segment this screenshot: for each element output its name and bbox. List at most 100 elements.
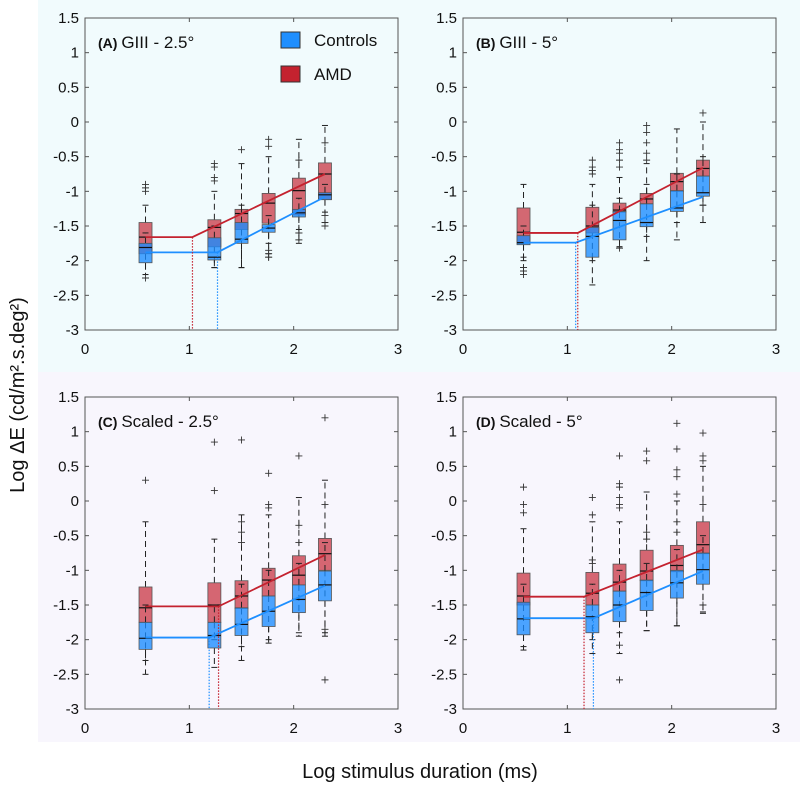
outlier-marker (265, 142, 273, 150)
plot-frame (462, 396, 777, 710)
y-tick-label: -1 (444, 562, 457, 579)
x-tick-label: 1 (563, 341, 571, 358)
panel-a: 1.510.50-0.5-1-1.5-2-2.5-30 1 2 3(A) GIII -… (53, 10, 402, 358)
y-tick-label: -0.5 (431, 528, 457, 545)
outlier-marker (699, 500, 707, 508)
outlier-marker (673, 473, 681, 481)
y-tick-label: 0 (71, 493, 79, 510)
panel-letter: (D) (476, 414, 499, 430)
x-tick-label: 2 (667, 720, 675, 737)
x-tick-label: 0 (81, 720, 89, 737)
panel-title: (C) Scaled - 2.5° (98, 412, 219, 431)
outlier-marker (673, 419, 681, 427)
panel-subtitle: GIII - 2.5° (121, 33, 194, 52)
box-iqr (516, 235, 531, 246)
outlier-marker (699, 201, 707, 209)
outlier-marker (321, 222, 329, 230)
outlier-marker (142, 187, 150, 195)
outlier-marker (295, 521, 303, 529)
controls-box (669, 173, 684, 241)
outlier-marker (643, 528, 651, 536)
y-tick-label: 0.5 (436, 79, 457, 96)
outlier-marker (643, 139, 651, 147)
legend-label-controls: Controls (314, 31, 377, 50)
outlier-marker (616, 676, 623, 684)
outlier-marker (699, 109, 707, 117)
outlier-marker (588, 511, 596, 519)
outlier-marker (643, 447, 651, 455)
panel-title: (A) GIII - 2.5° (98, 33, 194, 52)
panel-letter: (A) (98, 35, 121, 51)
y-tick-label: 1.5 (436, 389, 457, 406)
y-tick-label: -0.5 (53, 149, 79, 166)
y-tick-label: -3 (66, 322, 79, 339)
outlier-marker (699, 429, 707, 437)
outlier-marker (643, 128, 651, 136)
outlier-marker (295, 236, 303, 244)
box-iqr (291, 584, 306, 614)
outlier-marker (616, 483, 623, 491)
outlier-marker (265, 469, 273, 477)
plot-frame (462, 17, 777, 331)
outlier-marker (588, 170, 596, 178)
x-axis-label: Log stimulus duration (ms) (302, 761, 538, 783)
panel-subtitle: Scaled - 5° (499, 412, 582, 431)
outlier-marker (588, 494, 596, 502)
outlier-marker (321, 500, 329, 508)
controls-box (696, 535, 710, 614)
box-iqr (696, 552, 710, 585)
outlier-marker (616, 494, 623, 502)
outlier-marker (295, 452, 303, 460)
outlier-marker (699, 457, 707, 465)
outlier-marker (321, 139, 329, 147)
y-tick-label: 0.5 (58, 458, 79, 475)
y-tick-label: 1 (449, 45, 457, 62)
outlier-marker (520, 271, 528, 279)
y-tick-label: 0 (71, 114, 79, 131)
y-tick-label: -1 (66, 183, 79, 200)
y-tick-label: -2.5 (431, 666, 457, 683)
y-tick-label: 1.5 (58, 10, 79, 27)
y-tick-label: 0 (449, 493, 457, 510)
outlier-marker (616, 641, 623, 649)
outlier-marker (616, 504, 623, 512)
y-tick-label: 0.5 (436, 458, 457, 475)
outlier-marker (238, 539, 245, 547)
plot-frame (84, 17, 399, 331)
outlier-marker (142, 274, 150, 282)
outlier-marker (699, 601, 707, 609)
legend-swatch-controls (280, 31, 301, 49)
controls-box (234, 583, 249, 661)
y-tick-label: -2.5 (53, 287, 79, 304)
y-tick-label: 1 (71, 45, 79, 62)
y-tick-label: 0.5 (58, 79, 79, 96)
y-tick-label: -3 (444, 322, 457, 339)
x-tick-label: 3 (394, 720, 402, 737)
outlier-marker (210, 487, 218, 495)
panel-title: (B) GIII - 5° (476, 33, 558, 52)
outlier-marker (295, 229, 303, 237)
x-tick-label: 2 (289, 341, 297, 358)
y-tick-label: -1.5 (431, 218, 457, 235)
x-tick-label: 2 (289, 720, 297, 737)
outlier-marker (616, 244, 623, 252)
box-iqr (318, 192, 332, 201)
y-tick-label: -3 (444, 701, 457, 718)
panel-c: 1.510.50-0.5-1-1.5-2-2.5-30 1 2 3(C) Scaled… (53, 389, 402, 737)
outlier-marker (588, 156, 596, 164)
y-tick-label: 1.5 (58, 389, 79, 406)
outlier-marker (238, 146, 245, 154)
outlier-marker (616, 156, 623, 164)
controls-box (138, 604, 153, 675)
outlier-marker (265, 504, 273, 512)
outlier-marker (520, 500, 528, 508)
controls-box (318, 183, 332, 230)
x-tick-label: 1 (563, 720, 571, 737)
panel-subtitle: GIII - 5° (499, 33, 558, 52)
y-tick-label: -2 (66, 253, 79, 270)
x-tick-label: 3 (772, 720, 780, 737)
panel-d: 1.510.50-0.5-1-1.5-2-2.5-30 1 2 3(D) Scaled… (431, 389, 780, 737)
outlier-marker (210, 177, 218, 185)
outlier-marker (265, 253, 273, 261)
